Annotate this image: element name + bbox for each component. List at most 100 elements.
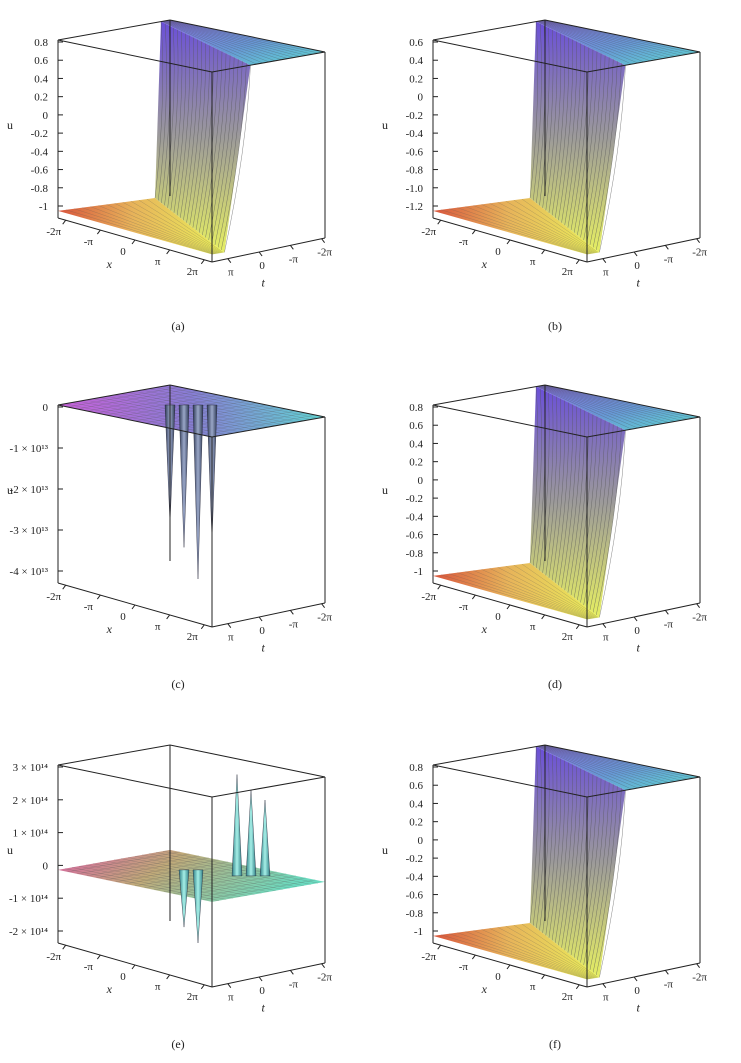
mesh-line <box>66 209 214 255</box>
t-tick-mark <box>227 983 232 988</box>
x-tick-label: -π <box>84 236 94 248</box>
mesh-line <box>589 424 614 611</box>
mesh-line <box>529 746 538 924</box>
x-axis-label: x <box>106 622 113 636</box>
mesh-line <box>596 788 622 975</box>
x-tick-mark <box>166 974 171 980</box>
mesh-line <box>532 388 542 566</box>
mesh-line <box>564 408 582 591</box>
mesh-line <box>168 20 313 55</box>
x-tick-mark <box>131 604 136 610</box>
mesh-line <box>521 198 599 253</box>
mesh-line <box>538 21 645 63</box>
mesh-line <box>208 55 231 241</box>
mesh-line <box>214 59 239 246</box>
mesh-line <box>96 392 209 414</box>
t-tick-mark <box>227 623 232 628</box>
mesh-line <box>570 412 590 596</box>
x-tick-mark <box>200 984 205 990</box>
mesh-line <box>551 760 566 941</box>
mesh-line <box>539 20 657 60</box>
x-tick-label: 2π <box>562 266 574 278</box>
mesh-line <box>542 385 682 421</box>
x-tick-label: -2π <box>46 591 61 603</box>
mesh-line <box>189 43 207 226</box>
box-edge <box>211 962 326 988</box>
surface-floor <box>58 198 225 255</box>
box-edge <box>432 764 588 798</box>
mesh-line <box>77 853 190 875</box>
spike-up <box>231 774 243 877</box>
spike-down <box>192 404 204 580</box>
mesh-line <box>86 855 200 877</box>
x-tick-mark <box>541 249 546 255</box>
mesh-line <box>96 857 209 879</box>
mesh-line <box>596 63 622 250</box>
mesh-line <box>570 47 590 231</box>
surface-plane <box>58 385 325 437</box>
mesh-line <box>106 394 219 416</box>
t-tick-label: -2π <box>692 612 707 624</box>
mesh-line <box>211 57 235 243</box>
mesh-line <box>166 20 301 57</box>
x-tick-label: -2π <box>46 951 61 963</box>
x-tick-label: 2π <box>187 991 199 1003</box>
t-tick-label: π <box>228 992 234 1004</box>
t-tick-mark <box>602 623 607 628</box>
mesh-line <box>538 386 645 428</box>
mesh-line <box>561 766 578 948</box>
t-tick-label: -π <box>289 253 299 265</box>
z-tick-label: -0.8 <box>406 165 424 177</box>
mesh-line <box>537 746 638 789</box>
mesh-line <box>570 772 590 956</box>
mesh-line <box>86 390 200 412</box>
x-axis-label: x <box>481 622 488 636</box>
mesh-line <box>473 930 593 979</box>
mesh-line <box>555 37 570 218</box>
x-tick-label: π <box>155 256 161 268</box>
mesh-line <box>555 402 570 583</box>
t-tick-mark <box>602 258 607 263</box>
mesh-line <box>183 875 296 897</box>
mesh-line <box>186 41 203 223</box>
surface-floor <box>433 198 600 255</box>
z-tick-label: -0.6 <box>31 165 49 177</box>
panel-caption: (f) <box>549 1037 561 1051</box>
z-tick-label: 0.4 <box>409 798 423 810</box>
mesh-line <box>586 422 610 608</box>
z-tick-label: 0.6 <box>409 37 423 49</box>
z-tick-label: -1.2 <box>406 201 423 213</box>
t-tick-mark <box>664 245 669 250</box>
z-tick-label: 1 × 10¹⁴ <box>13 828 49 840</box>
mesh-line <box>192 45 211 228</box>
mesh-line <box>173 873 287 895</box>
mesh-line <box>106 204 219 254</box>
z-tick-label: -2 × 10¹⁴ <box>9 926 48 938</box>
box-edge <box>544 384 701 418</box>
panel-caption: (a) <box>171 319 184 333</box>
mesh-line <box>224 65 251 253</box>
mesh-line <box>161 21 257 65</box>
x-tick-mark <box>506 964 511 970</box>
box-edge <box>432 384 546 406</box>
mesh-line <box>163 20 276 61</box>
mesh-line <box>544 19 694 54</box>
z-tick-label: -1 <box>414 566 423 578</box>
z-tick-label: -0.2 <box>406 493 423 505</box>
x-tick-label: π <box>530 621 536 633</box>
x-tick-label: π <box>155 981 161 993</box>
t-tick-mark <box>633 976 638 982</box>
mesh-line <box>573 414 594 598</box>
panel-caption: (c) <box>171 677 184 691</box>
x-tick-label: π <box>530 256 536 268</box>
surface-floor <box>433 563 600 620</box>
t-tick-mark <box>289 610 294 615</box>
x-tick-mark <box>575 984 580 990</box>
mesh-line <box>529 21 538 199</box>
mesh-line <box>539 752 550 931</box>
mesh-line <box>138 199 223 253</box>
box-edge <box>586 962 701 988</box>
mesh-line <box>586 782 610 968</box>
mesh-line <box>148 853 304 886</box>
mesh-line <box>521 563 599 618</box>
